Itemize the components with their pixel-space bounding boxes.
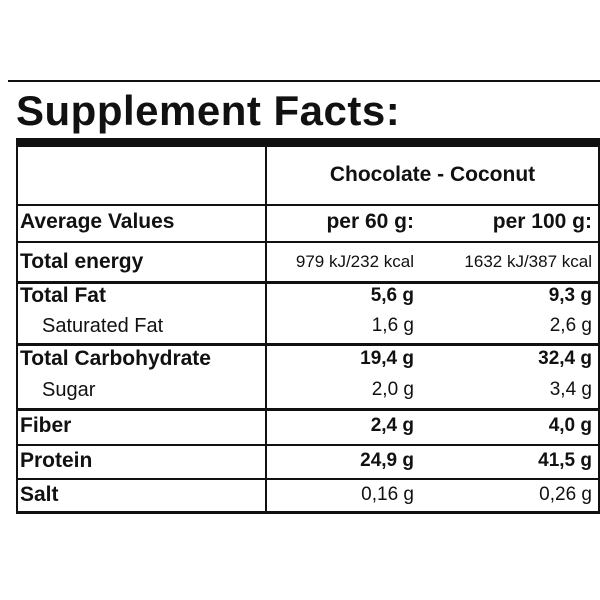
- value-sugar-per-60g: 2,0 g: [371, 379, 414, 400]
- divider-carb: [16, 408, 600, 411]
- row-label-total-carbohydrate: Total Carbohydrate: [20, 347, 211, 370]
- divider-flavor: [16, 204, 600, 206]
- flavor-header: Chocolate - Coconut: [329, 163, 536, 186]
- row-label-fiber: Fiber: [20, 414, 72, 437]
- value-sugar-per-100g: 3,4 g: [549, 379, 592, 400]
- divider-fat: [16, 343, 600, 346]
- title-divider: [16, 138, 600, 147]
- row-label-total-fat: Total Fat: [20, 284, 106, 307]
- value-saturated-fat-per-60g: 1,6 g: [371, 315, 414, 336]
- value-total-energy-per-60g: 979 kJ/232 kcal: [295, 252, 414, 271]
- value-total-energy-per-100g: 1632 kJ/387 kcal: [464, 252, 592, 271]
- value-total-fat-per-60g: 5,6 g: [370, 285, 414, 306]
- value-salt-per-100g: 0,26 g: [539, 484, 592, 505]
- value-protein-per-60g: 24,9 g: [360, 450, 414, 471]
- table-column-divider: [265, 147, 267, 513]
- divider-energy: [16, 281, 600, 284]
- top-rule: [8, 80, 600, 82]
- divider-protein: [16, 478, 600, 480]
- panel-title: Supplement Facts:: [16, 87, 401, 134]
- table-border-left: [16, 147, 18, 513]
- divider-header: [16, 241, 600, 243]
- row-label-saturated-fat: Saturated Fat: [42, 315, 164, 337]
- value-total-fat-per-100g: 9,3 g: [548, 285, 592, 306]
- divider-fiber: [16, 444, 600, 446]
- table-border-right: [598, 147, 600, 513]
- value-saturated-fat-per-100g: 2,6 g: [549, 315, 592, 336]
- value-fiber-per-100g: 4,0 g: [548, 415, 592, 436]
- value-salt-per-60g: 0,16 g: [361, 484, 414, 505]
- value-fiber-per-60g: 2,4 g: [370, 415, 414, 436]
- row-label-protein: Protein: [20, 449, 93, 472]
- table-border-bottom: [16, 511, 600, 514]
- value-total-carbohydrate-per-100g: 32,4 g: [538, 348, 592, 369]
- column-header-label: Average Values: [20, 210, 175, 233]
- row-label-salt: Salt: [20, 483, 59, 506]
- row-label-sugar: Sugar: [42, 379, 96, 401]
- column-header-per-60g: per 60 g:: [326, 210, 414, 233]
- facts-table: Chocolate - Coconut Average Values per 6…: [16, 147, 600, 515]
- row-label-total-energy: Total energy: [20, 250, 144, 273]
- column-header-per-100g: per 100 g:: [492, 210, 592, 233]
- value-total-carbohydrate-per-60g: 19,4 g: [360, 348, 414, 369]
- value-protein-per-100g: 41,5 g: [538, 450, 592, 471]
